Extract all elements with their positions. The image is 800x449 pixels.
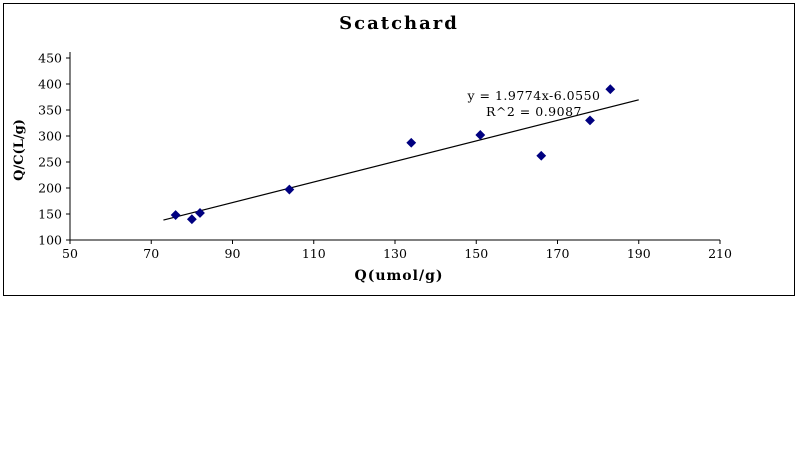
y-tick-label: 100 xyxy=(38,233,62,248)
x-tick-label: 210 xyxy=(708,246,732,261)
data-point[interactable] xyxy=(170,210,181,220)
data-point[interactable] xyxy=(475,130,486,140)
y-tick-label: 150 xyxy=(38,207,62,222)
x-tick-label: 50 xyxy=(62,246,78,261)
trendline-r-squared: R^2 = 0.9087 xyxy=(486,104,582,119)
y-tick-label: 250 xyxy=(38,155,62,170)
x-tick-label: 70 xyxy=(143,246,159,261)
data-point[interactable] xyxy=(605,84,616,95)
x-tick-label: 90 xyxy=(225,246,241,261)
data-point[interactable] xyxy=(406,137,417,148)
plot-area[interactable]: 100 150 200 250 300 350 400 450 50 70 90 110 130 150 1… xyxy=(4,4,794,295)
y-tick-label: 200 xyxy=(38,181,62,196)
data-point[interactable] xyxy=(186,214,197,225)
data-point[interactable] xyxy=(536,150,547,161)
y-tick-label: 400 xyxy=(38,77,62,92)
x-tick-label: 170 xyxy=(546,246,570,261)
y-tick-label: 300 xyxy=(38,129,62,144)
x-tick-label: 150 xyxy=(464,246,488,261)
x-tick-label: 190 xyxy=(627,246,651,261)
trendline[interactable] xyxy=(163,99,639,221)
trendline-equation: y = 1.9774x-6.0550 xyxy=(467,88,601,103)
y-tick-label: 350 xyxy=(38,103,62,118)
chart-frame[interactable]: Scatchard Q/C(L/g) Q(umol/g) 100 150 200 25… xyxy=(3,3,795,296)
trendline-annotation: y = 1.9774x-6.0550 R^2 = 0.9087 xyxy=(424,88,644,120)
x-axis-title: Q(umol/g) xyxy=(354,268,444,284)
data-point[interactable] xyxy=(585,115,595,126)
data-point[interactable] xyxy=(284,184,295,195)
data-point[interactable] xyxy=(195,208,205,218)
y-tick-label: 450 xyxy=(38,51,62,66)
x-tick-label: 110 xyxy=(302,246,326,261)
x-tick-label: 130 xyxy=(383,246,407,261)
chart-title: Scatchard xyxy=(339,13,459,34)
